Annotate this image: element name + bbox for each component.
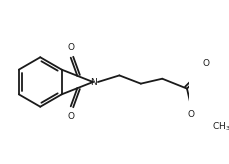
Text: N: N bbox=[90, 78, 96, 86]
Text: CH$_3$: CH$_3$ bbox=[212, 120, 229, 133]
Text: O: O bbox=[67, 43, 74, 52]
Text: O: O bbox=[188, 110, 195, 119]
Text: O: O bbox=[67, 112, 74, 121]
Text: O: O bbox=[202, 59, 210, 68]
